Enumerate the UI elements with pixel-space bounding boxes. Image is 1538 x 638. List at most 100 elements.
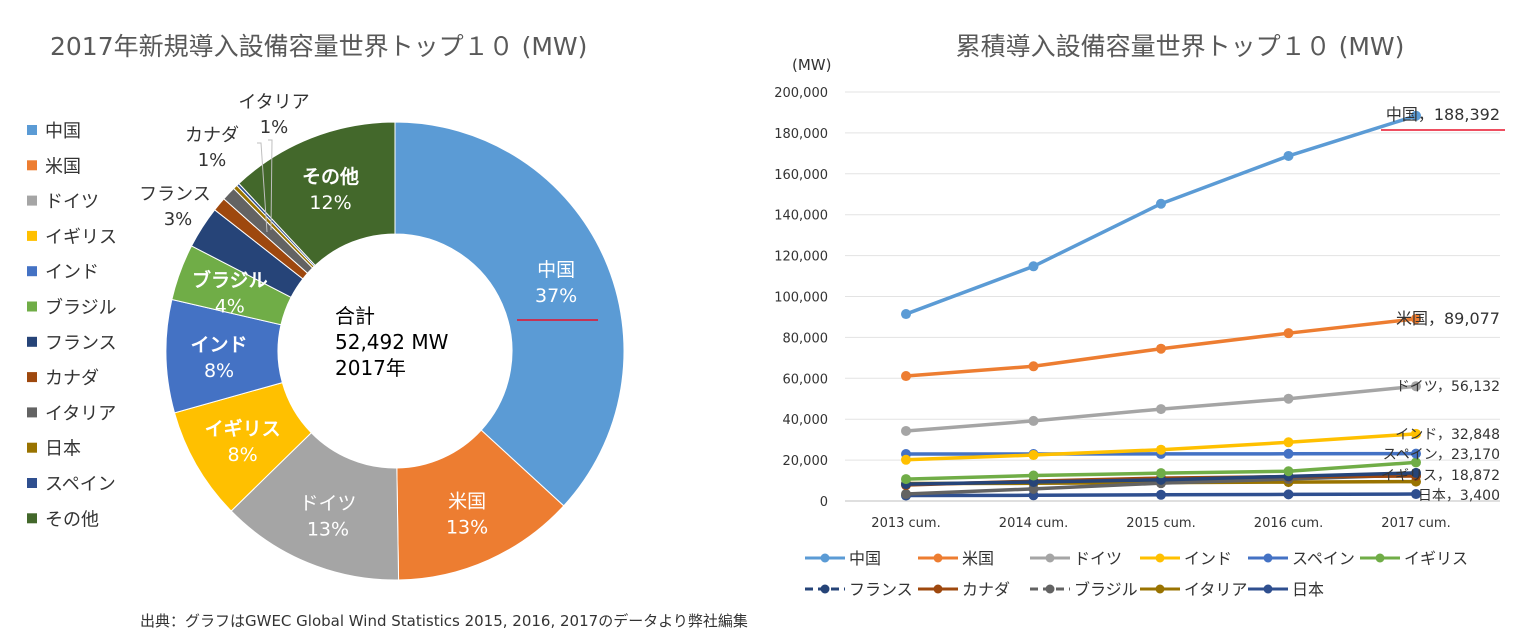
donut-center-label-total: 合計 bbox=[335, 304, 375, 328]
series-point-2-1 bbox=[1028, 415, 1039, 426]
line-legend-marker-10 bbox=[1263, 584, 1273, 594]
donut-legend-swatch-0 bbox=[27, 125, 37, 135]
series-point-6-4 bbox=[1411, 467, 1421, 478]
x-tick-label-2: 2015 cum. bbox=[1126, 516, 1195, 531]
series-point-1-3 bbox=[1283, 328, 1294, 339]
line-legend-marker-3 bbox=[1155, 553, 1165, 563]
y-tick-label-1: 20,000 bbox=[783, 454, 829, 469]
series-point-10-4 bbox=[1411, 489, 1421, 500]
line-chart: 累積導入設備容量世界トップ１０ (MW) (MW) 0 20,000 40,000 6… bbox=[774, 32, 1505, 599]
donut-legend-swatch-3 bbox=[27, 230, 37, 241]
line-legend-marker-6 bbox=[820, 584, 830, 594]
line-legend-label-9: イタリア bbox=[1184, 580, 1247, 599]
line-legend-label-5: イギリス bbox=[1404, 549, 1468, 568]
donut-label-value-5: 4% bbox=[215, 295, 245, 317]
donut-label-value-0: 37% bbox=[535, 285, 577, 307]
end-label-4: スペイン，23,170 bbox=[1383, 447, 1500, 463]
series-point-5-1 bbox=[1028, 470, 1039, 481]
x-tick-label-4: 2017 cum. bbox=[1381, 516, 1450, 531]
leader-line-8 bbox=[268, 139, 273, 231]
series-point-0-3 bbox=[1283, 150, 1294, 161]
donut-legend-label-11: その他 bbox=[45, 509, 99, 530]
line-legend-label-6: フランス bbox=[849, 580, 913, 599]
donut-legend-label-6: フランス bbox=[45, 333, 117, 354]
leader-line-7 bbox=[257, 142, 268, 233]
x-tick-label-1: 2014 cum. bbox=[999, 516, 1068, 531]
donut-chart: 2017年新規導入設備容量世界トップ１０ (MW) 中国 37% 米国 13% ドイツ 1… bbox=[27, 32, 625, 581]
y-axis-unit-label: (MW) bbox=[792, 56, 831, 74]
donut-legend-swatch-5 bbox=[27, 301, 37, 312]
y-tick-label-2: 40,000 bbox=[783, 413, 829, 428]
series-point-2-4 bbox=[1411, 381, 1421, 392]
y-tick-label-5: 100,000 bbox=[774, 291, 828, 306]
series-point-10-3 bbox=[1283, 489, 1294, 500]
y-tick-label-9: 180,000 bbox=[774, 127, 828, 142]
y-tick-label-3: 60,000 bbox=[783, 372, 829, 387]
series-point-0-1 bbox=[1028, 261, 1039, 272]
series-point-5-4 bbox=[1411, 457, 1421, 468]
donut-legend-swatch-2 bbox=[27, 195, 37, 206]
donut-chart-title: 2017年新規導入設備容量世界トップ１０ (MW) bbox=[50, 32, 587, 61]
line-legend-marker-9 bbox=[1155, 584, 1165, 594]
end-label-0: 中国，188,392 bbox=[1386, 105, 1500, 124]
donut-legend-label-8: イタリア bbox=[45, 403, 116, 424]
series-point-1-2 bbox=[1156, 343, 1166, 354]
end-label-3: インド，32,848 bbox=[1395, 427, 1500, 443]
series-point-8-0 bbox=[901, 489, 911, 500]
end-label-10: 日本，3,400 bbox=[1418, 488, 1500, 504]
donut-legend-swatch-9 bbox=[27, 442, 37, 453]
series-point-3-1 bbox=[1028, 450, 1039, 461]
line-legend-label-3: インド bbox=[1184, 549, 1232, 568]
line-legend-marker-4 bbox=[1263, 553, 1273, 563]
donut-legend-label-1: 米国 bbox=[45, 156, 81, 177]
donut-legend-label-5: ブラジル bbox=[45, 297, 117, 319]
end-label-1: 米国，89,077 bbox=[1396, 309, 1500, 328]
line-legend-label-8: ブラジル bbox=[1074, 580, 1138, 599]
donut-legend-swatch-11 bbox=[27, 513, 37, 524]
donut-label-name-4: インド bbox=[191, 334, 248, 356]
donut-legend-swatch-8 bbox=[27, 407, 37, 418]
series-point-0-2 bbox=[1156, 198, 1166, 209]
donut-label-name-11: その他 bbox=[302, 165, 359, 188]
y-tick-label-4: 80,000 bbox=[783, 331, 829, 346]
line-legend-label-4: スペイン bbox=[1292, 549, 1355, 568]
donut-legend-swatch-7 bbox=[27, 372, 37, 383]
donut-slice-0 bbox=[394, 121, 625, 507]
series-point-3-0 bbox=[901, 454, 911, 465]
series-point-3-3 bbox=[1283, 437, 1294, 448]
donut-outside-label-name-6: フランス bbox=[139, 184, 211, 205]
series-point-2-0 bbox=[901, 425, 911, 436]
line-legend-label-7: カナダ bbox=[962, 580, 1010, 599]
y-tick-label-10: 200,000 bbox=[774, 86, 828, 101]
series-point-3-4 bbox=[1411, 428, 1421, 439]
donut-legend-label-0: 中国 bbox=[45, 121, 81, 142]
end-label-5: イギリス，18,872 bbox=[1381, 468, 1500, 484]
end-label-2: ドイツ，56,132 bbox=[1396, 379, 1500, 395]
series-point-8-1 bbox=[1028, 483, 1039, 494]
donut-outside-label-value-7: 1% bbox=[198, 150, 227, 171]
x-tick-label-0: 2013 cum. bbox=[871, 516, 940, 531]
series-point-1-1 bbox=[1028, 361, 1039, 372]
donut-center-label-value: 52,492 MW bbox=[335, 330, 449, 354]
donut-label-value-11: 12% bbox=[309, 192, 351, 214]
y-tick-label-8: 160,000 bbox=[774, 168, 828, 183]
donut-label-value-1: 13% bbox=[446, 517, 488, 539]
series-point-5-3 bbox=[1283, 466, 1294, 477]
series-point-2-2 bbox=[1156, 404, 1166, 415]
series-point-1-4 bbox=[1411, 313, 1421, 324]
donut-legend-label-2: ドイツ bbox=[45, 192, 99, 213]
donut-label-name-1: 米国 bbox=[448, 491, 486, 513]
line-legend-label-0: 中国 bbox=[849, 549, 881, 568]
source-note: 出典：グラフはGWEC Global Wind Statistics 2015,… bbox=[140, 612, 748, 630]
x-tick-label-3: 2016 cum. bbox=[1254, 516, 1323, 531]
donut-label-value-3: 8% bbox=[228, 444, 258, 466]
series-point-5-0 bbox=[901, 474, 911, 485]
donut-outside-label-value-6: 3% bbox=[164, 209, 193, 230]
line-legend-marker-5 bbox=[1375, 553, 1385, 563]
donut-label-name-2: ドイツ bbox=[299, 493, 356, 515]
donut-label-name-0: 中国 bbox=[537, 259, 575, 281]
donut-legend-label-3: イギリス bbox=[45, 227, 117, 248]
donut-outside-label-value-8: 1% bbox=[260, 117, 289, 138]
donut-outside-label-name-7: カナダ bbox=[185, 125, 239, 146]
donut-legend-label-9: 日本 bbox=[45, 439, 81, 460]
